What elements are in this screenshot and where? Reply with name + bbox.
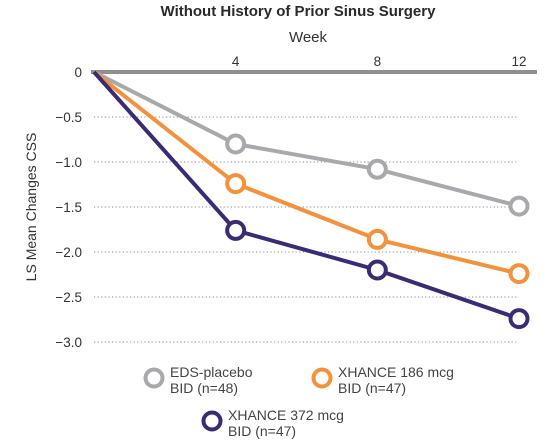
- y-tick-label: −2.5: [55, 290, 82, 305]
- legend-label-line2: BID (n=47): [228, 423, 296, 439]
- chart-title: Without History of Prior Sinus Surgery: [161, 3, 437, 20]
- y-tick-label: −1.0: [55, 155, 82, 170]
- legend-label: XHANCE 372 mcg: [228, 407, 344, 423]
- data-point: [225, 133, 247, 155]
- series-markers: [225, 133, 530, 330]
- legend-label: EDS-placebo: [170, 364, 253, 380]
- y-tick-labels: 0 −0.5 −1.0 −1.5 −2.0 −2.5 −3.0: [55, 65, 82, 350]
- data-point: [225, 173, 247, 195]
- x-tick-labels: 4 8 12: [232, 54, 527, 69]
- y-tick-label: −2.0: [55, 245, 82, 260]
- series-line: [92, 70, 520, 276]
- legend-marker: [311, 367, 333, 389]
- data-point: [508, 195, 530, 217]
- data-point: [225, 219, 247, 241]
- series-lines: [92, 70, 520, 321]
- x-tick-label: 8: [374, 54, 382, 69]
- y-tick-label: −0.5: [55, 110, 82, 125]
- data-point: [508, 308, 530, 330]
- x-axis-label: Week: [289, 29, 328, 46]
- data-point: [366, 259, 388, 281]
- y-axis-label: LS Mean Changes CSS: [23, 133, 39, 282]
- data-point: [366, 158, 388, 180]
- legend-label-line2: BID (n=47): [338, 380, 406, 396]
- legend-marker: [201, 410, 223, 432]
- legend-marker: [143, 367, 165, 389]
- y-tick-label: −1.5: [55, 200, 82, 215]
- y-tick-label: −3.0: [55, 335, 82, 350]
- y-tick-label: 0: [74, 65, 82, 80]
- data-point: [366, 228, 388, 250]
- series-line: [92, 70, 520, 321]
- data-point: [508, 263, 530, 285]
- legend-label-line2: BID (n=48): [170, 380, 238, 396]
- x-tick-label: 4: [232, 54, 240, 69]
- series-line: [93, 70, 520, 209]
- legend-label: XHANCE 186 mcg: [338, 364, 454, 380]
- x-tick-label: 12: [511, 54, 526, 69]
